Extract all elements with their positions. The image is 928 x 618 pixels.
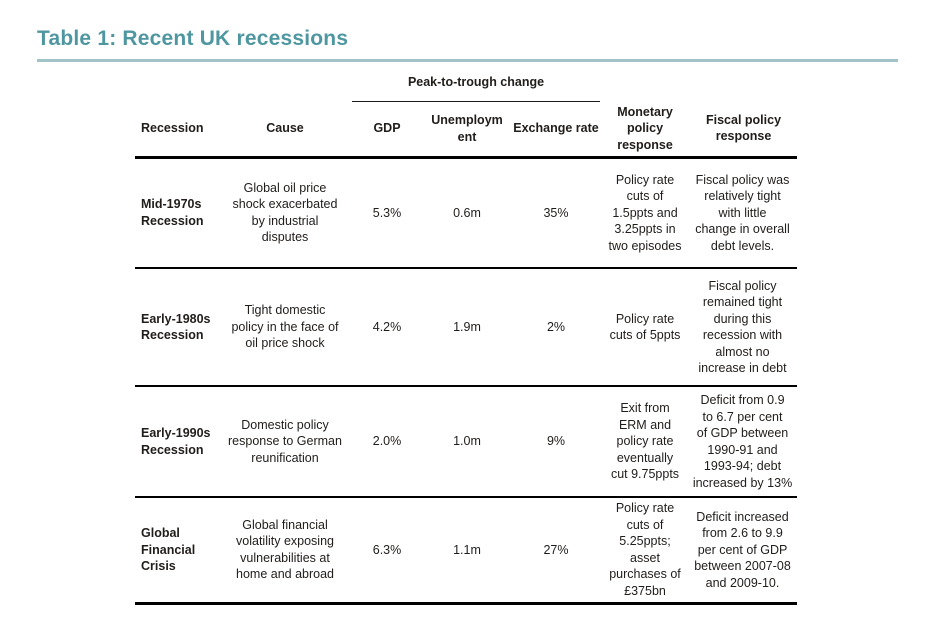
table-row-early-1990s: Early-1990s Recession Domestic policy re… bbox=[135, 386, 797, 498]
cell-cause: Tight domestic policy in the face of oil… bbox=[218, 268, 352, 387]
cell-gdp: 6.3% bbox=[352, 497, 422, 605]
column-header-row: Recession Cause GDP Unemploym ent Exchan… bbox=[135, 101, 797, 159]
cell-gdp: 2.0% bbox=[352, 386, 422, 498]
cell-recession: Early-1990s Recession bbox=[135, 386, 218, 498]
cell-unemployment: 0.6m bbox=[422, 157, 512, 269]
col-header-gdp: GDP bbox=[352, 101, 422, 159]
cell-recession: Mid-1970s Recession bbox=[135, 157, 218, 269]
col-header-fiscal-response: Fiscal policy response bbox=[690, 101, 797, 159]
cell-unemployment: 1.0m bbox=[422, 386, 512, 498]
cell-monetary-response: Policy rate cuts of 1.5ppts and 3.25ppts… bbox=[600, 157, 690, 269]
cell-recession: Early-1980s Recession bbox=[135, 268, 218, 387]
span-header-peak-to-trough: Peak-to-trough change bbox=[352, 70, 600, 102]
cell-cause: Global oil price shock exacerbated by in… bbox=[218, 157, 352, 269]
cell-exchange-rate: 9% bbox=[512, 386, 600, 498]
spacer-cell bbox=[135, 70, 218, 101]
cell-exchange-rate: 35% bbox=[512, 157, 600, 269]
title-underline bbox=[37, 59, 898, 62]
span-header-row: Peak-to-trough change bbox=[135, 70, 797, 102]
recessions-table: Peak-to-trough change Recession Cause GD… bbox=[135, 70, 797, 605]
table-row-global-financial-crisis: Global Financial Crisis Global financial… bbox=[135, 497, 797, 605]
col-header-unemployment: Unemploym ent bbox=[422, 101, 512, 159]
cell-monetary-response: Exit from ERM and policy rate eventually… bbox=[600, 386, 690, 498]
cell-monetary-response: Policy rate cuts of 5.25ppts; asset purc… bbox=[600, 497, 690, 605]
cell-fiscal-response: Fiscal policy was relatively tight with … bbox=[690, 157, 797, 269]
spacer-cell bbox=[690, 70, 797, 101]
cell-recession: Global Financial Crisis bbox=[135, 497, 218, 605]
cell-fiscal-response: Deficit from 0.9 to 6.7 per cent of GDP … bbox=[690, 386, 797, 498]
spacer-cell bbox=[600, 70, 690, 101]
spacer-cell bbox=[218, 70, 352, 101]
table-row-early-1980s: Early-1980s Recession Tight domestic pol… bbox=[135, 268, 797, 387]
cell-fiscal-response: Fiscal policy remained tight during this… bbox=[690, 268, 797, 387]
cell-exchange-rate: 27% bbox=[512, 497, 600, 605]
cell-gdp: 4.2% bbox=[352, 268, 422, 387]
cell-unemployment: 1.9m bbox=[422, 268, 512, 387]
col-header-monetary-response: Monetary policy response bbox=[600, 101, 690, 159]
cell-cause: Domestic policy response to German reuni… bbox=[218, 386, 352, 498]
page-title: Table 1: Recent UK recessions bbox=[37, 27, 349, 50]
col-header-cause: Cause bbox=[218, 101, 352, 159]
table-row-mid-1970s: Mid-1970s Recession Global oil price sho… bbox=[135, 157, 797, 269]
col-header-exchange-rate: Exchange rate bbox=[512, 101, 600, 159]
cell-exchange-rate: 2% bbox=[512, 268, 600, 387]
cell-gdp: 5.3% bbox=[352, 157, 422, 269]
cell-fiscal-response: Deficit increased from 2.6 to 9.9 per ce… bbox=[690, 497, 797, 605]
col-header-recession: Recession bbox=[135, 101, 218, 159]
cell-cause: Global financial volatility exposing vul… bbox=[218, 497, 352, 605]
cell-monetary-response: Policy rate cuts of 5ppts bbox=[600, 268, 690, 387]
cell-unemployment: 1.1m bbox=[422, 497, 512, 605]
